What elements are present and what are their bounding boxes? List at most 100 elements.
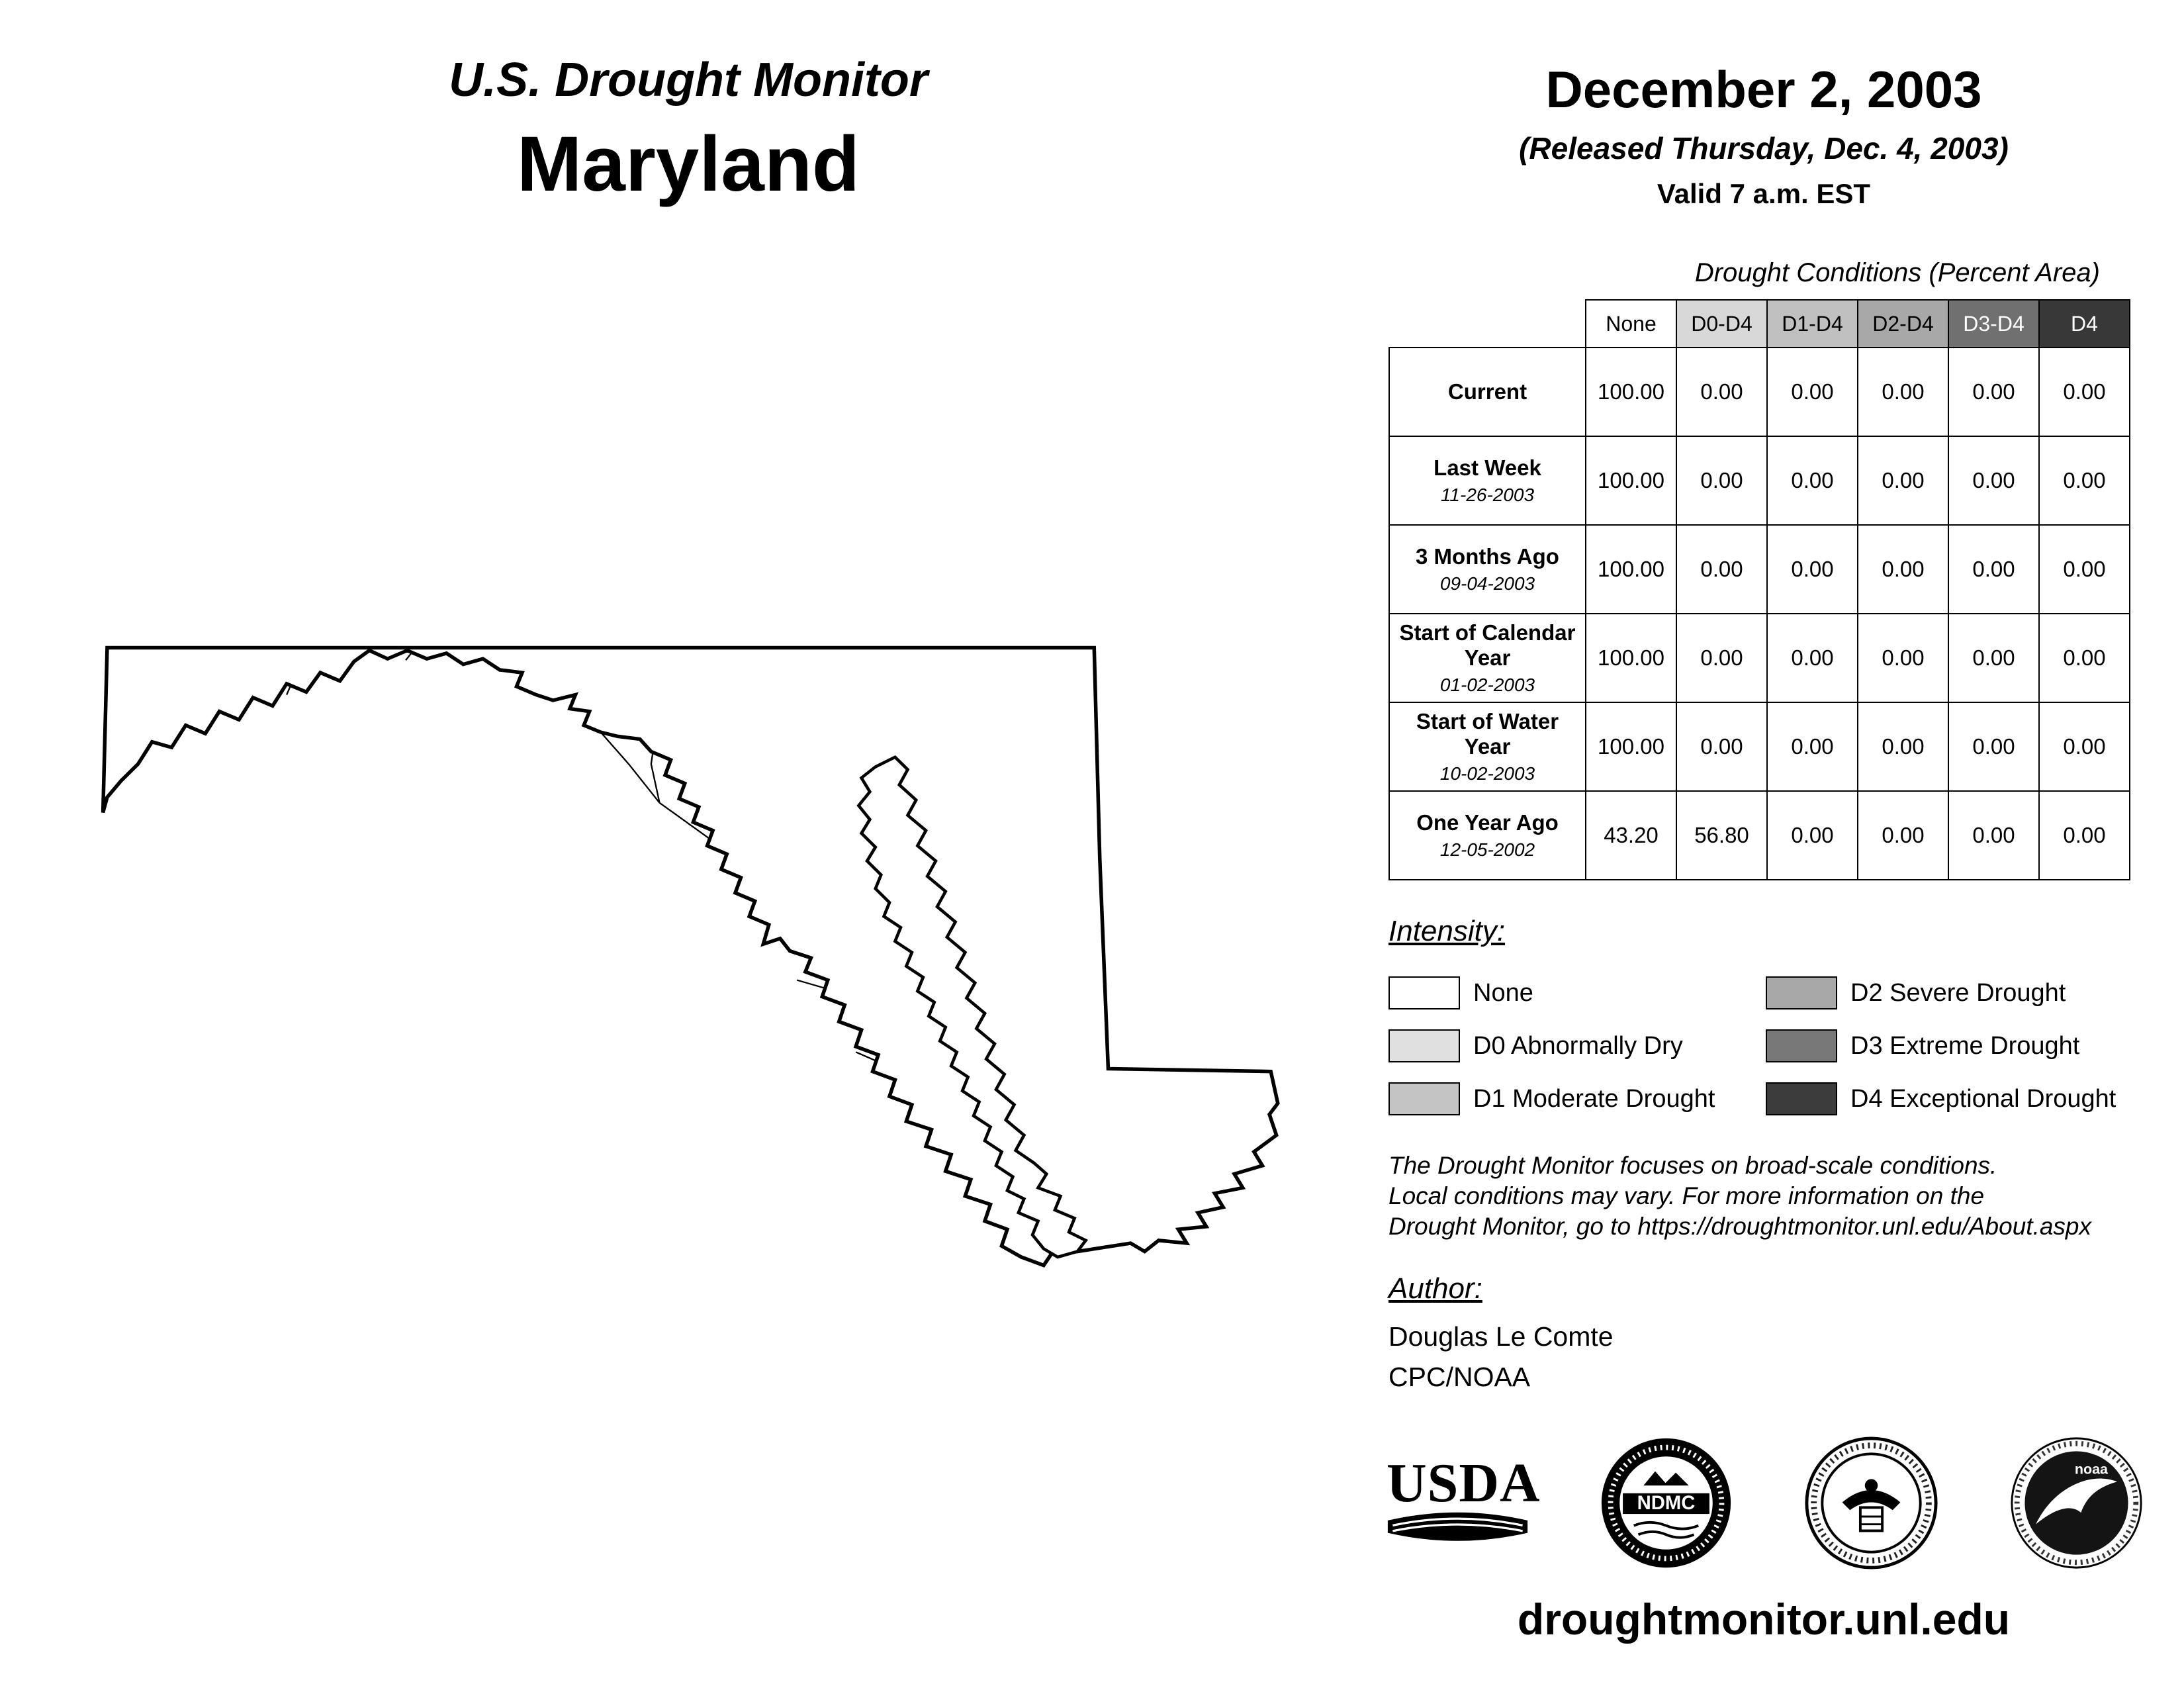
cell-value: 0.00	[1676, 347, 1768, 437]
legend-item-none: None	[1388, 966, 1766, 1019]
agency-logos: USDA NDMC	[1387, 1430, 2144, 1575]
row-label: One Year Ago	[1416, 810, 1559, 835]
legend-item-d2: D2 Severe Drought	[1766, 966, 2143, 1019]
row-sublabel-date: 01-02-2003	[1439, 674, 1535, 695]
cell-value: 0.00	[1676, 613, 1768, 703]
author-heading: Author:	[1388, 1272, 1482, 1305]
column-header-d0-d4: D0-D4	[1676, 299, 1768, 348]
commerce-seal	[1805, 1436, 1938, 1570]
table-row-start-calendar-year: Start of Calendar Year 01-02-2003 100.00…	[1388, 613, 2130, 703]
legend-item-d4: D4 Exceptional Drought	[1766, 1072, 2143, 1125]
usda-swoosh-icon	[1387, 1512, 1528, 1541]
row-label: Start of Water Year	[1416, 709, 1559, 759]
column-header-d2-d4: D2-D4	[1857, 299, 1949, 348]
cell-value: 0.00	[1676, 702, 1768, 792]
cell-value: 100.00	[1585, 613, 1677, 703]
cell-value: 100.00	[1585, 702, 1677, 792]
cell-value: 0.00	[1948, 702, 2040, 792]
drought-conditions-table: None D0-D4 D1-D4 D2-D4 D3-D4 D4 Current …	[1388, 299, 2130, 880]
cell-value: 0.00	[1766, 347, 1858, 437]
legend-swatch-d2	[1766, 976, 1837, 1009]
legend-swatch-d3	[1766, 1029, 1837, 1062]
report-title-block: U.S. Drought Monitor Maryland	[258, 53, 1118, 209]
date-block: December 2, 2003 (Released Thursday, Dec…	[1383, 60, 2144, 210]
cell-value: 0.00	[1766, 790, 1858, 880]
report-date: December 2, 2003	[1545, 60, 1982, 118]
cell-value: 0.00	[1948, 613, 2040, 703]
footer-url: droughtmonitor.unl.edu	[1517, 1595, 2011, 1644]
ndmc-logo: NDMC	[1601, 1438, 1731, 1568]
row-label: Current	[1447, 379, 1527, 404]
disclaimer-line: Drought Monitor, go to https://droughtmo…	[1388, 1213, 2091, 1240]
author-name: Douglas Le Comte	[1388, 1321, 1614, 1352]
cell-value: 100.00	[1585, 436, 1677, 526]
cell-value: 0.00	[1948, 524, 2040, 614]
cell-value: 0.00	[2038, 436, 2130, 526]
maryland-county-map	[101, 645, 1280, 1268]
state-outline	[101, 645, 1280, 1268]
cell-value: 43.20	[1585, 790, 1677, 880]
ndmc-wordmark: NDMC	[1637, 1492, 1696, 1514]
table-header-row: None D0-D4 D1-D4 D2-D4 D3-D4 D4	[1389, 299, 2130, 348]
cell-value: 0.00	[1766, 524, 1858, 614]
row-sublabel-date: 09-04-2003	[1439, 573, 1535, 594]
cell-value: 100.00	[1585, 347, 1677, 437]
cell-value: 0.00	[1766, 702, 1858, 792]
cell-value: 0.00	[1948, 347, 2040, 437]
table-row-3-months-ago: 3 Months Ago 09-04-2003 100.00 0.00 0.00…	[1388, 524, 2130, 614]
cell-value: 0.00	[2038, 524, 2130, 614]
cell-value: 0.00	[1676, 436, 1768, 526]
column-header-none: None	[1585, 299, 1677, 348]
valid-time: Valid 7 a.m. EST	[1657, 178, 1871, 209]
cell-value: 0.00	[1857, 436, 1949, 526]
row-sublabel-date: 12-05-2002	[1439, 839, 1535, 860]
cell-value: 0.00	[1676, 524, 1768, 614]
row-label: 3 Months Ago	[1416, 544, 1559, 569]
legend-title: Intensity:	[1388, 915, 1506, 947]
column-header-d1-d4: D1-D4	[1766, 299, 1858, 348]
row-sublabel-date: 11-26-2003	[1440, 484, 1535, 505]
cell-value: 0.00	[2038, 702, 2130, 792]
cell-value: 0.00	[1857, 524, 1949, 614]
legend-swatch-none	[1388, 976, 1460, 1009]
legend-item-d3: D3 Extreme Drought	[1766, 1019, 2143, 1072]
disclaimer-text: The Drought Monitor focuses on broad-sca…	[1388, 1150, 2091, 1242]
cell-value: 0.00	[1857, 790, 1949, 880]
table-caption: Drought Conditions (Percent Area)	[1694, 258, 2100, 287]
legend-swatch-d0	[1388, 1029, 1460, 1062]
cell-value: 0.00	[1857, 613, 1949, 703]
usda-logo: USDA	[1387, 1452, 1541, 1548]
cell-value: 0.00	[1857, 702, 1949, 792]
cell-value: 0.00	[1948, 790, 2040, 880]
usda-wordmark: USDA	[1387, 1452, 1541, 1515]
released-date: (Released Thursday, Dec. 4, 2003)	[1519, 131, 2009, 165]
disclaimer-line: Local conditions may vary. For more info…	[1388, 1182, 1985, 1209]
legend-swatch-d4	[1766, 1082, 1837, 1115]
legend-grid: None D0 Abnormally Dry D1 Moderate Droug…	[1388, 966, 2143, 1125]
noaa-wordmark: noaa	[2075, 1461, 2109, 1477]
legend-item-d1: D1 Moderate Drought	[1388, 1072, 1766, 1125]
cell-value: 100.00	[1585, 524, 1677, 614]
intensity-legend: Intensity: None D0 Abnormally Dry D1 Mod…	[1388, 915, 2143, 1125]
program-title: U.S. Drought Monitor	[449, 54, 928, 107]
cell-value: 0.00	[1948, 436, 2040, 526]
author-block: Author: Douglas Le Comte CPC/NOAA	[1388, 1272, 1614, 1393]
row-sublabel-date: 10-02-2003	[1439, 763, 1535, 784]
cell-value: 0.00	[1766, 436, 1858, 526]
column-header-d3-d4: D3-D4	[1948, 299, 2040, 348]
state-title: Maryland	[516, 120, 860, 208]
cell-value: 0.00	[2038, 613, 2130, 703]
noaa-logo: noaa	[2011, 1436, 2142, 1569]
table-row-start-water-year: Start of Water Year 10-02-2003 100.00 0.…	[1388, 702, 2130, 792]
cell-value: 56.80	[1676, 790, 1768, 880]
legend-item-d0: D0 Abnormally Dry	[1388, 1019, 1766, 1072]
cell-value: 0.00	[2038, 347, 2130, 437]
row-label: Last Week	[1433, 455, 1541, 481]
cell-value: 0.00	[1766, 613, 1858, 703]
column-header-d4: D4	[2038, 299, 2130, 348]
table-row-current: Current 100.00 0.00 0.00 0.00 0.00 0.00	[1388, 347, 2130, 437]
table-row-one-year-ago: One Year Ago 12-05-2002 43.20 56.80 0.00…	[1388, 790, 2130, 880]
disclaimer-line: The Drought Monitor focuses on broad-sca…	[1388, 1152, 1997, 1179]
table-corner-cell	[1389, 300, 1586, 348]
